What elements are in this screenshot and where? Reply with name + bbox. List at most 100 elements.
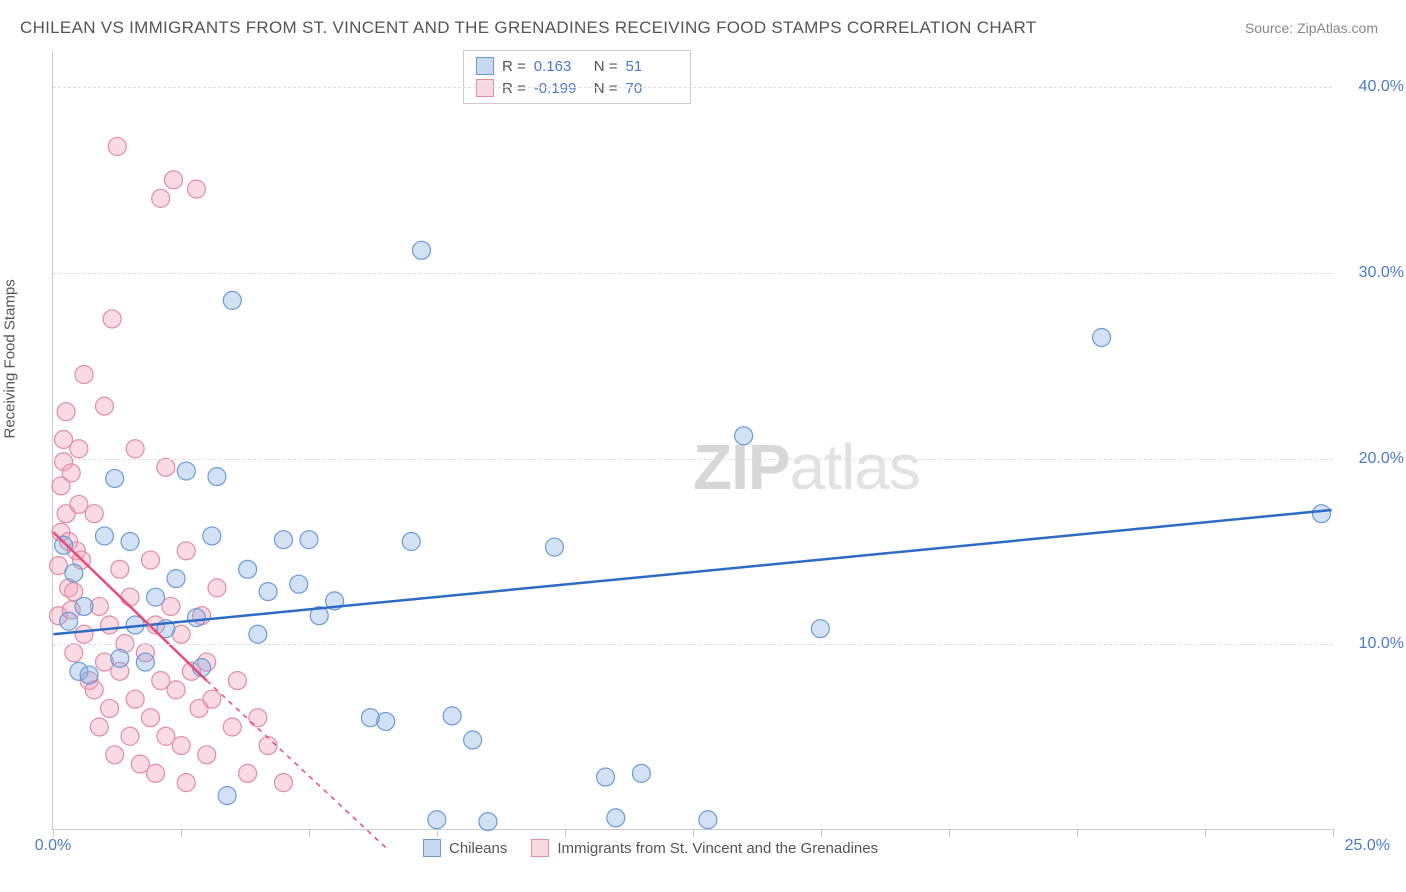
data-point-blue <box>479 813 497 831</box>
stats-legend: R = 0.163 N = 51 R = -0.199 N = 70 <box>463 50 691 104</box>
data-point-blue <box>203 527 221 545</box>
data-point-pink <box>101 616 119 634</box>
data-point-blue <box>412 241 430 259</box>
r-label: R = <box>502 58 526 75</box>
n-label: N = <box>594 58 618 75</box>
scatter-svg <box>53 50 1332 829</box>
data-point-pink <box>126 690 144 708</box>
x-tick <box>821 829 822 837</box>
series-legend: Chileans Immigrants from St. Vincent and… <box>423 839 878 857</box>
data-point-blue <box>259 583 277 601</box>
data-point-blue <box>223 291 241 309</box>
data-point-pink <box>106 746 124 764</box>
stats-row-blue: R = 0.163 N = 51 <box>476 55 678 77</box>
y-tick-label: 30.0% <box>1359 264 1404 282</box>
x-tick <box>1077 829 1078 837</box>
data-point-blue <box>106 469 124 487</box>
data-point-pink <box>249 709 267 727</box>
data-point-blue <box>208 468 226 486</box>
legend-swatch-blue-icon <box>423 839 441 857</box>
data-point-blue <box>188 609 206 627</box>
y-tick-label: 10.0% <box>1359 635 1404 653</box>
data-point-blue <box>167 570 185 588</box>
data-point-pink <box>141 709 159 727</box>
gridline <box>53 273 1332 274</box>
data-point-blue <box>735 427 753 445</box>
data-point-blue <box>111 649 129 667</box>
data-point-pink <box>126 440 144 458</box>
data-point-pink <box>152 189 170 207</box>
data-point-pink <box>65 644 83 662</box>
r-value-blue: 0.163 <box>534 58 586 75</box>
data-point-blue <box>121 533 139 551</box>
x-tick <box>949 829 950 837</box>
legend-item-blue: Chileans <box>423 839 507 857</box>
source-label: Source: ZipAtlas.com <box>1245 20 1378 36</box>
data-point-pink <box>239 764 257 782</box>
data-point-pink <box>141 551 159 569</box>
data-point-blue <box>428 811 446 829</box>
x-tick <box>437 829 438 837</box>
data-point-pink <box>157 458 175 476</box>
data-point-blue <box>607 809 625 827</box>
data-point-pink <box>108 137 126 155</box>
data-point-blue <box>1093 328 1111 346</box>
x-tick <box>1205 829 1206 837</box>
data-point-blue <box>699 811 717 829</box>
data-point-blue <box>80 666 98 684</box>
data-point-pink <box>228 672 246 690</box>
data-point-blue <box>75 597 93 615</box>
data-point-pink <box>101 699 119 717</box>
data-point-pink <box>188 180 206 198</box>
data-point-pink <box>70 440 88 458</box>
data-point-blue <box>377 712 395 730</box>
data-point-blue <box>239 560 257 578</box>
data-point-pink <box>177 774 195 792</box>
data-point-pink <box>95 397 113 415</box>
data-point-blue <box>443 707 461 725</box>
data-point-blue <box>249 625 267 643</box>
plot-area: ZIPatlas R = 0.163 N = 51 R = -0.199 N =… <box>52 50 1332 830</box>
data-point-blue <box>65 564 83 582</box>
data-point-pink <box>177 542 195 560</box>
data-point-pink <box>85 505 103 523</box>
x-tick <box>1333 829 1334 837</box>
data-point-blue <box>60 612 78 630</box>
data-point-blue <box>290 575 308 593</box>
data-point-blue <box>193 659 211 677</box>
data-point-pink <box>75 366 93 384</box>
data-point-pink <box>62 464 80 482</box>
data-point-blue <box>55 536 73 554</box>
legend-item-pink: Immigrants from St. Vincent and the Gren… <box>531 839 878 857</box>
data-point-blue <box>597 768 615 786</box>
data-point-blue <box>95 527 113 545</box>
data-point-blue <box>811 620 829 638</box>
data-point-blue <box>464 731 482 749</box>
data-point-pink <box>164 171 182 189</box>
data-point-pink <box>103 310 121 328</box>
x-tick <box>309 829 310 837</box>
data-point-blue <box>545 538 563 556</box>
data-point-pink <box>121 588 139 606</box>
data-point-blue <box>147 588 165 606</box>
data-point-pink <box>259 737 277 755</box>
data-point-blue <box>218 787 236 805</box>
data-point-pink <box>172 737 190 755</box>
legend-label-blue: Chileans <box>449 840 507 857</box>
gridline <box>53 459 1332 460</box>
trend-line-pink-extrapolated <box>207 681 386 848</box>
data-point-pink <box>90 718 108 736</box>
data-point-pink <box>57 403 75 421</box>
chart-title: CHILEAN VS IMMIGRANTS FROM ST. VINCENT A… <box>20 18 1037 38</box>
x-tick <box>693 829 694 837</box>
data-point-pink <box>75 625 93 643</box>
y-axis-label: Receiving Food Stamps <box>2 279 19 438</box>
data-point-pink <box>147 764 165 782</box>
x-tick-label-max: 25.0% <box>1345 837 1390 855</box>
x-tick <box>181 829 182 837</box>
data-point-pink <box>223 718 241 736</box>
data-point-blue <box>136 653 154 671</box>
n-value-blue: 51 <box>626 58 678 75</box>
data-point-blue <box>300 531 318 549</box>
gridline <box>53 87 1332 88</box>
